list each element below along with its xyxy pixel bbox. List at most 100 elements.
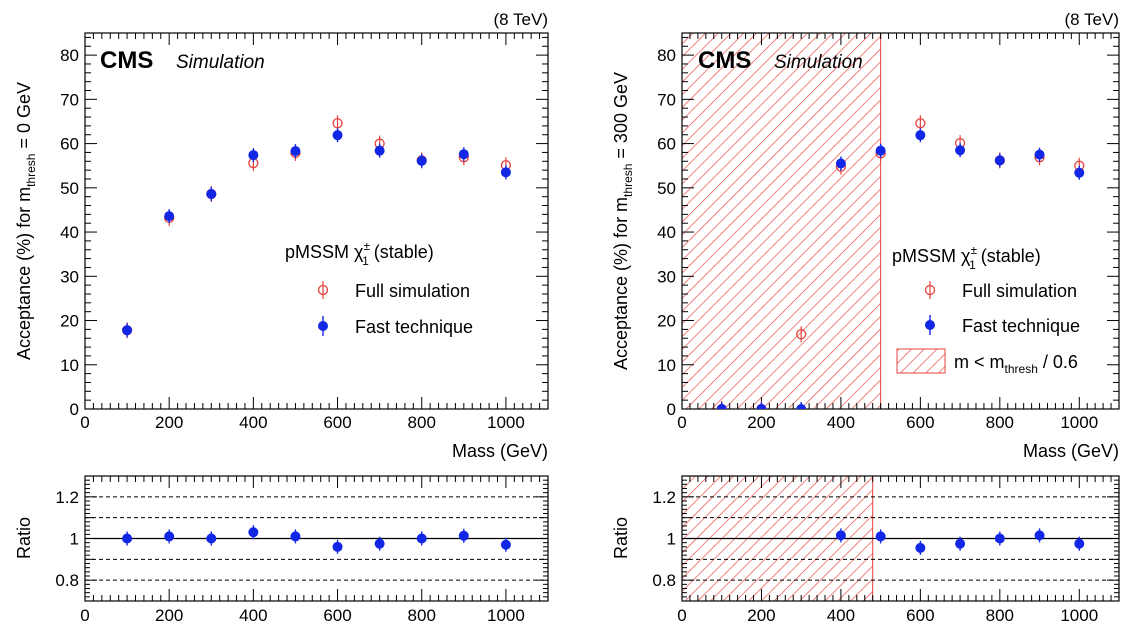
x-tick-label: 400: [239, 413, 267, 432]
ratio-point: [875, 531, 886, 542]
ratio-point: [164, 531, 175, 542]
ratio-point: [332, 541, 343, 552]
y-tick-label: 50: [60, 179, 79, 198]
ratio-point: [206, 533, 217, 544]
fast-technique-point: [1074, 167, 1085, 178]
excluded-region-hatch: [681, 32, 882, 410]
x-tick-label: 600: [323, 413, 351, 432]
fast-technique-point: [332, 130, 343, 141]
legend-full-simulation-label: Full simulation: [355, 281, 470, 301]
ratio-point: [835, 530, 846, 541]
y-tick-label: 0: [70, 400, 79, 419]
legend-excluded-region-label: m < mthresh / 0.6: [954, 352, 1078, 376]
ratio-x-tick-label: 800: [986, 606, 1014, 625]
legend-title: pMSSM χ± 1 (stable): [892, 243, 1041, 272]
cms-label: CMS: [100, 47, 153, 74]
fast-technique-point: [915, 130, 926, 141]
legend-excluded-region-swatch: [896, 348, 946, 374]
x-tick-label: 200: [747, 413, 775, 432]
x-tick-label: 800: [986, 413, 1014, 432]
ratio-y-tick-label: 1: [667, 530, 676, 549]
fast-technique-point: [248, 150, 259, 161]
y-tick-label: 30: [60, 267, 79, 286]
legend-title-sup: ±: [363, 239, 370, 253]
legend-title-tail: (stable): [976, 246, 1041, 266]
y-axis-title-main: Acceptance (%) for m: [14, 187, 34, 360]
main-series-group: [716, 115, 1085, 409]
fast-technique-point: [416, 155, 427, 166]
legend-title: pMSSM χ± 1 (stable): [285, 239, 434, 268]
legend-fast-technique-label: Fast technique: [962, 316, 1080, 336]
fast-technique-point: [122, 325, 133, 336]
fast-technique-point: [756, 404, 767, 409]
fast-technique-point: [164, 211, 175, 222]
y-tick-label: 30: [657, 267, 676, 286]
ratio-x-tick-label: 1000: [1060, 606, 1098, 625]
ratio-point: [915, 542, 926, 553]
energy-label: (8 TeV): [1065, 10, 1120, 29]
ratio-y-tick-label: 1.2: [652, 488, 676, 507]
y-axis-title-tail: = 300 GeV: [611, 72, 631, 164]
legend-title-sup: ±: [970, 243, 977, 257]
y-tick-label: 0: [667, 400, 676, 419]
ratio-point: [458, 530, 469, 541]
legend-full-simulation-marker: [317, 284, 329, 296]
full-simulation-point: [915, 118, 926, 129]
fast-technique-point: [500, 167, 511, 178]
fast-technique-point: [374, 145, 385, 156]
ratio-point: [374, 538, 385, 549]
ratio-x-tick-label: 0: [80, 606, 89, 625]
ratio-point: [122, 533, 133, 544]
y-axis-title-sub: thresh: [621, 164, 635, 197]
y-tick-label: 20: [657, 312, 676, 331]
y-tick-label: 50: [657, 179, 676, 198]
ratio-x-tick-label: 800: [408, 606, 436, 625]
x-tick-label: 800: [408, 413, 436, 432]
legend-excluded-main: m < m: [954, 352, 1005, 372]
legend-full-simulation-label: Full simulation: [962, 281, 1077, 301]
ratio-x-tick-label: 600: [906, 606, 934, 625]
ratio-point: [1034, 530, 1045, 541]
x-tick-label: 0: [677, 413, 686, 432]
y-axis-title: Acceptance (%) for mthresh = 300 GeV: [611, 72, 635, 370]
y-tick-label: 70: [657, 90, 676, 109]
legend-fast-technique-marker: [318, 321, 328, 331]
y-tick-label: 10: [60, 356, 79, 375]
simulation-label: Simulation: [774, 52, 863, 73]
fast-technique-point: [716, 404, 727, 409]
legend-title-main: pMSSM χ: [285, 242, 364, 262]
cms-label: CMS: [698, 47, 751, 74]
legend-excluded-tail: / 0.6: [1038, 352, 1078, 372]
ratio-x-tick-label: 0: [677, 606, 686, 625]
simulation-label: Simulation: [176, 52, 265, 73]
fast-technique-point: [206, 189, 217, 200]
right-panel: 0020020040040060060080080010001000010203…: [611, 10, 1120, 625]
y-tick-label: 70: [60, 90, 79, 109]
y-tick-label: 10: [657, 356, 676, 375]
ratio-x-tick-label: 600: [323, 606, 351, 625]
ratio-point: [1074, 538, 1085, 549]
left-panel: 0020020040040060060080080010001000010203…: [14, 10, 549, 625]
fast-technique-point: [835, 158, 846, 169]
fast-technique-point: [875, 145, 886, 156]
fast-technique-point: [796, 404, 807, 409]
x-axis-title: Mass (GeV): [452, 441, 548, 461]
ratio-point: [248, 527, 259, 538]
y-tick-label: 60: [657, 135, 676, 154]
x-tick-label: 0: [80, 413, 89, 432]
ratio-y-axis-title: Ratio: [611, 517, 631, 559]
x-axis-title: Mass (GeV): [1023, 441, 1119, 461]
main-plot-frame: [84, 32, 549, 410]
y-tick-label: 60: [60, 135, 79, 154]
ratio-y-tick-label: 1.2: [55, 488, 79, 507]
fast-technique-point: [458, 149, 469, 160]
ratio-x-tick-label: 200: [155, 606, 183, 625]
ratio-y-tick-label: 0.8: [652, 571, 676, 590]
legend-title-sub: 1: [362, 254, 369, 268]
ratio-x-tick-label: 400: [827, 606, 855, 625]
ratio-x-tick-label: 400: [239, 606, 267, 625]
legend-fast-technique-marker: [925, 320, 935, 330]
ratio-y-tick-label: 0.8: [55, 571, 79, 590]
main-series-group: [121, 115, 512, 339]
legend-full-simulation-marker: [924, 284, 936, 296]
